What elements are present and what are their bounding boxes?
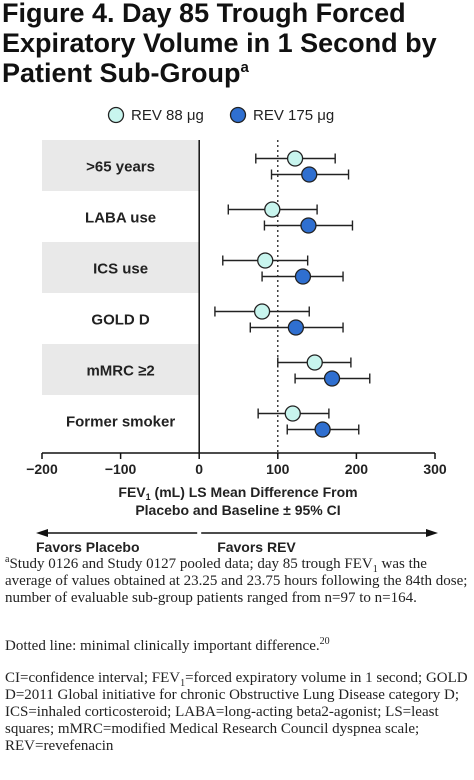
x-axis-title-line2: Placebo and Baseline ± 95% CI: [135, 502, 340, 518]
legend-label: REV 88 μg: [131, 107, 204, 124]
favors-rev-label: Favors REV: [217, 539, 296, 555]
category-label: ICS use: [93, 261, 148, 278]
x-tick-label: 0: [195, 461, 203, 477]
title-footnote-marker: a: [240, 59, 249, 76]
category-label: Former smoker: [66, 414, 175, 431]
point-estimate: [264, 201, 281, 218]
point-estimate: [314, 421, 331, 438]
footnote-a: aStudy 0126 and Study 0127 pooled data; …: [5, 554, 468, 607]
point-estimate: [287, 319, 305, 336]
forest-plot: REV 88 μg REV 175 μg −200 −100 0 100 200 300 >…: [26, 106, 447, 555]
row-band: [42, 344, 200, 395]
point-estimate: [306, 354, 323, 371]
x-tick-label: 300: [423, 461, 447, 477]
row-band: [42, 140, 200, 191]
category-label: GOLD D: [91, 312, 149, 329]
category-label: LABA use: [85, 210, 156, 227]
point-estimate: [323, 370, 341, 387]
point-estimate: [294, 268, 312, 285]
favors-rev-arrowhead: [426, 529, 438, 537]
point-estimate: [300, 217, 317, 234]
figure-title: Figure 4. Day 85 Trough Forced Expirator…: [2, 0, 437, 88]
x-axis: −200 −100 0 100 200 300: [26, 140, 447, 477]
category-label: mMRC ≥2: [86, 363, 154, 380]
point-estimate: [284, 405, 301, 422]
x-axis-title-line1: FEV1 (mL) LS Mean Difference From: [118, 484, 357, 502]
row-band: [42, 242, 200, 293]
x-tick-label: 100: [266, 461, 290, 477]
legend: REV 88 μg REV 175 μg: [107, 106, 334, 124]
footnote-abbreviations: CI=confidence interval; FEV1=forced expi…: [5, 670, 468, 754]
category-label: >65 years: [86, 159, 155, 176]
point-estimate: [286, 150, 304, 167]
favors-placebo-label: Favors Placebo: [36, 539, 140, 555]
x-tick-label: −100: [105, 461, 137, 477]
point-estimate: [301, 166, 318, 183]
footnote-dotted-line: Dotted line: minimal clinically importan…: [5, 636, 330, 655]
legend-marker: [107, 106, 125, 124]
axis-labels: >65 years LABA use ICS use GOLD D mMRC ≥2 For…: [36, 159, 438, 555]
x-tick-label: 200: [345, 461, 369, 477]
point-estimate: [257, 252, 274, 269]
favors-placebo-arrowhead: [36, 529, 48, 537]
x-tick-label: −200: [26, 461, 58, 477]
data-marks: [214, 150, 371, 438]
legend-label: REV 175 μg: [253, 107, 334, 124]
row-bands: [42, 140, 200, 395]
point-estimate: [253, 303, 271, 320]
legend-marker: [229, 106, 247, 124]
